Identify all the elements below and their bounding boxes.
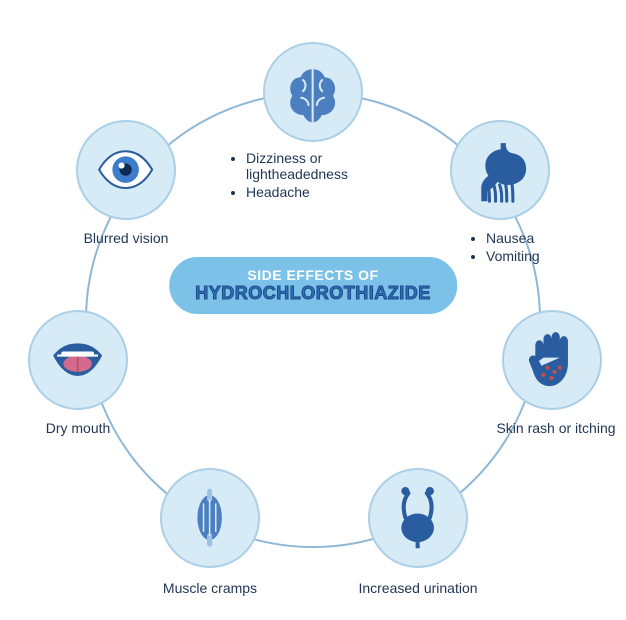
brain-bullet: Dizziness or lightheadedness xyxy=(246,150,400,182)
eye-label: Blurred vision xyxy=(56,230,196,246)
title-pill: SIDE EFFECTS OF HYDROCHLOROTHIAZIDE xyxy=(166,254,460,317)
title-line2: HYDROCHLOROTHIAZIDE xyxy=(195,283,431,304)
hand-rash-icon xyxy=(502,310,602,410)
muscle-icon xyxy=(160,468,260,568)
gi-bullet: Vomiting xyxy=(486,248,590,264)
stomach-icon xyxy=(450,120,550,220)
muscle-label: Muscle cramps xyxy=(130,580,290,596)
bladder-icon xyxy=(368,468,468,568)
infographic-stage: SIDE EFFECTS OF HYDROCHLOROTHIAZIDE Dizz… xyxy=(0,0,626,620)
title-line1: SIDE EFFECTS OF xyxy=(195,267,431,283)
hand-label: Skin rash or itching xyxy=(471,420,626,436)
brain-icon xyxy=(263,42,363,142)
bladder-label: Increased urination xyxy=(328,580,508,596)
brain-label: Dizziness or lightheadedness Headache xyxy=(230,148,400,202)
mouth-icon xyxy=(28,310,128,410)
eye-icon xyxy=(76,120,176,220)
mouth-label: Dry mouth xyxy=(18,420,138,436)
brain-bullet: Headache xyxy=(246,184,400,200)
gi-bullet: Nausea xyxy=(486,230,590,246)
gi-label: Nausea Vomiting xyxy=(470,228,590,266)
